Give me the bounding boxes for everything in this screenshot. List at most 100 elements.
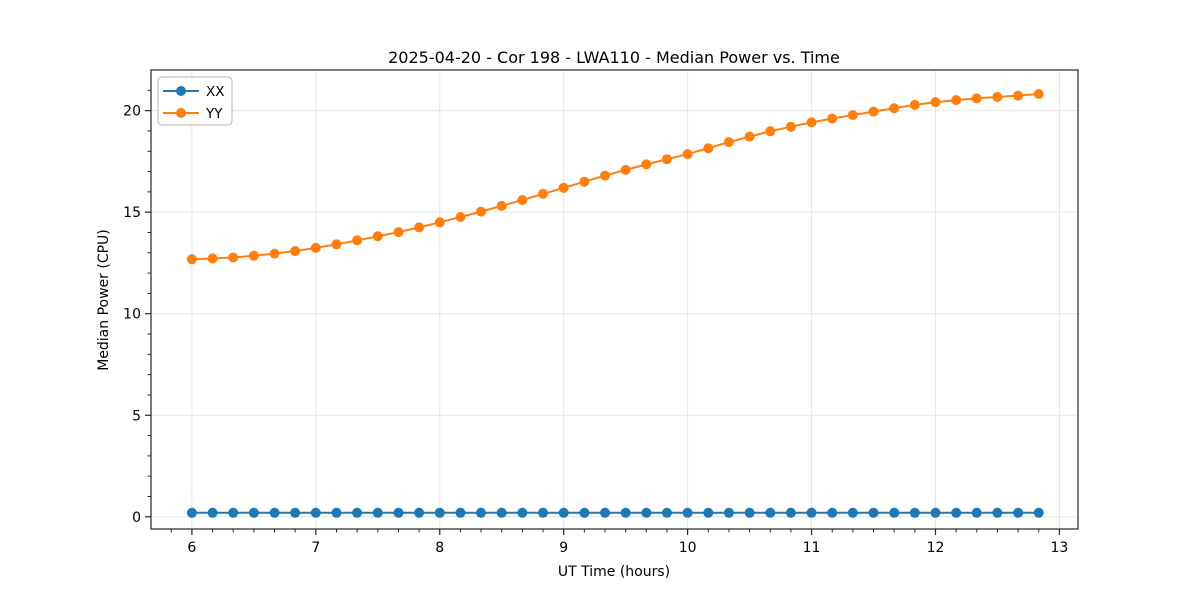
series-layer: [186, 89, 1044, 518]
data-point-xx: [228, 507, 239, 518]
data-point-xx: [600, 507, 610, 518]
data-point-xx: [703, 507, 714, 518]
data-point-yy: [496, 200, 507, 211]
data-point-yy: [186, 254, 197, 265]
x-tick-label: 13: [1050, 540, 1068, 556]
legend-label-xx: XX: [206, 84, 225, 100]
tick-layer: 6 7 8 9 10 11 12 13 0 5 10 15 20: [123, 89, 1068, 556]
data-point-yy: [228, 252, 239, 263]
data-point-yy: [889, 103, 900, 114]
data-point-yy: [455, 212, 466, 222]
data-point-yy: [765, 126, 776, 137]
data-point-yy: [785, 121, 796, 132]
data-point-yy: [971, 93, 982, 104]
data-point-yy: [723, 137, 734, 148]
data-point-xx: [765, 507, 776, 518]
data-point-xx: [372, 507, 383, 518]
data-point-yy: [992, 92, 1003, 102]
x-tick-label: 10: [679, 540, 697, 556]
data-point-xx: [310, 507, 321, 518]
x-tick-label: 9: [559, 540, 568, 556]
data-point-xx: [476, 507, 486, 518]
data-point-yy: [868, 106, 879, 117]
data-point-xx: [868, 507, 879, 518]
legend-marker-xx: [176, 86, 186, 96]
data-point-xx: [207, 507, 218, 518]
data-point-yy: [558, 182, 569, 193]
data-point-yy: [331, 239, 342, 250]
series-line-yy: [191, 93, 1039, 261]
data-point-yy: [414, 222, 425, 233]
data-point-yy: [579, 176, 590, 187]
y-axis-label: Median Power (CPU): [96, 229, 112, 371]
data-point-xx: [186, 507, 197, 518]
y-tick-label: 5: [132, 408, 141, 424]
data-point-xx: [517, 507, 528, 518]
data-point-xx: [331, 507, 342, 518]
data-point-xx: [930, 507, 941, 518]
data-point-yy: [661, 154, 672, 165]
data-point-yy: [703, 143, 714, 154]
data-point-xx: [992, 507, 1003, 518]
data-point-yy: [620, 164, 631, 175]
data-point-yy: [951, 95, 962, 106]
data-point-xx: [682, 507, 693, 518]
data-point-yy: [434, 217, 445, 228]
x-axis-label: UT Time (hours): [558, 564, 670, 580]
data-point-yy: [641, 159, 652, 170]
data-point-xx: [951, 507, 962, 518]
y-tick-label: 15: [123, 205, 141, 221]
data-point-xx: [269, 507, 280, 518]
y-tick-label: 20: [123, 104, 141, 120]
x-tick-label: 12: [927, 540, 945, 556]
legend-label-yy: YY: [205, 106, 223, 122]
data-point-yy: [744, 131, 755, 142]
data-point-xx: [785, 507, 796, 518]
data-point-xx: [909, 507, 920, 518]
x-tick-label: 8: [435, 540, 444, 556]
x-tick-label: 7: [311, 540, 320, 556]
data-point-xx: [496, 507, 507, 518]
data-point-yy: [372, 231, 383, 242]
x-tick-label: 11: [803, 540, 821, 556]
data-point-yy: [517, 195, 528, 205]
data-point-yy: [248, 250, 259, 261]
data-point-xx: [248, 507, 259, 518]
y-tick-label: 10: [123, 307, 141, 323]
data-point-xx: [434, 507, 445, 518]
data-point-yy: [682, 149, 693, 160]
legend-marker-yy: [176, 108, 186, 118]
data-point-yy: [827, 113, 838, 124]
data-point-yy: [290, 246, 301, 256]
data-point-xx: [847, 507, 858, 518]
data-point-yy: [269, 248, 280, 259]
data-point-yy: [1033, 89, 1044, 99]
data-point-yy: [806, 117, 817, 128]
data-point-xx: [971, 507, 982, 518]
data-point-xx: [806, 507, 817, 518]
data-point-xx: [661, 507, 672, 518]
data-point-yy: [207, 253, 218, 264]
chart-title: 2025-04-20 - Cor 198 - LWA110 - Median P…: [388, 48, 840, 67]
data-point-yy: [1013, 90, 1024, 101]
data-point-xx: [393, 507, 404, 518]
y-tick-label: 0: [132, 510, 141, 526]
data-point-xx: [414, 507, 425, 518]
data-point-yy: [909, 99, 920, 110]
data-point-xx: [723, 507, 734, 518]
x-tick-label: 6: [187, 540, 196, 556]
data-point-xx: [455, 507, 466, 518]
data-point-yy: [393, 227, 404, 238]
grid-layer: [151, 70, 1078, 529]
data-point-xx: [579, 507, 590, 518]
data-point-yy: [352, 235, 363, 246]
data-point-xx: [1033, 507, 1044, 518]
data-point-xx: [620, 507, 631, 518]
data-point-xx: [827, 507, 838, 518]
data-point-yy: [600, 170, 610, 181]
data-point-xx: [290, 507, 301, 518]
data-point-yy: [310, 242, 321, 253]
axes-frame: [150, 69, 1079, 530]
